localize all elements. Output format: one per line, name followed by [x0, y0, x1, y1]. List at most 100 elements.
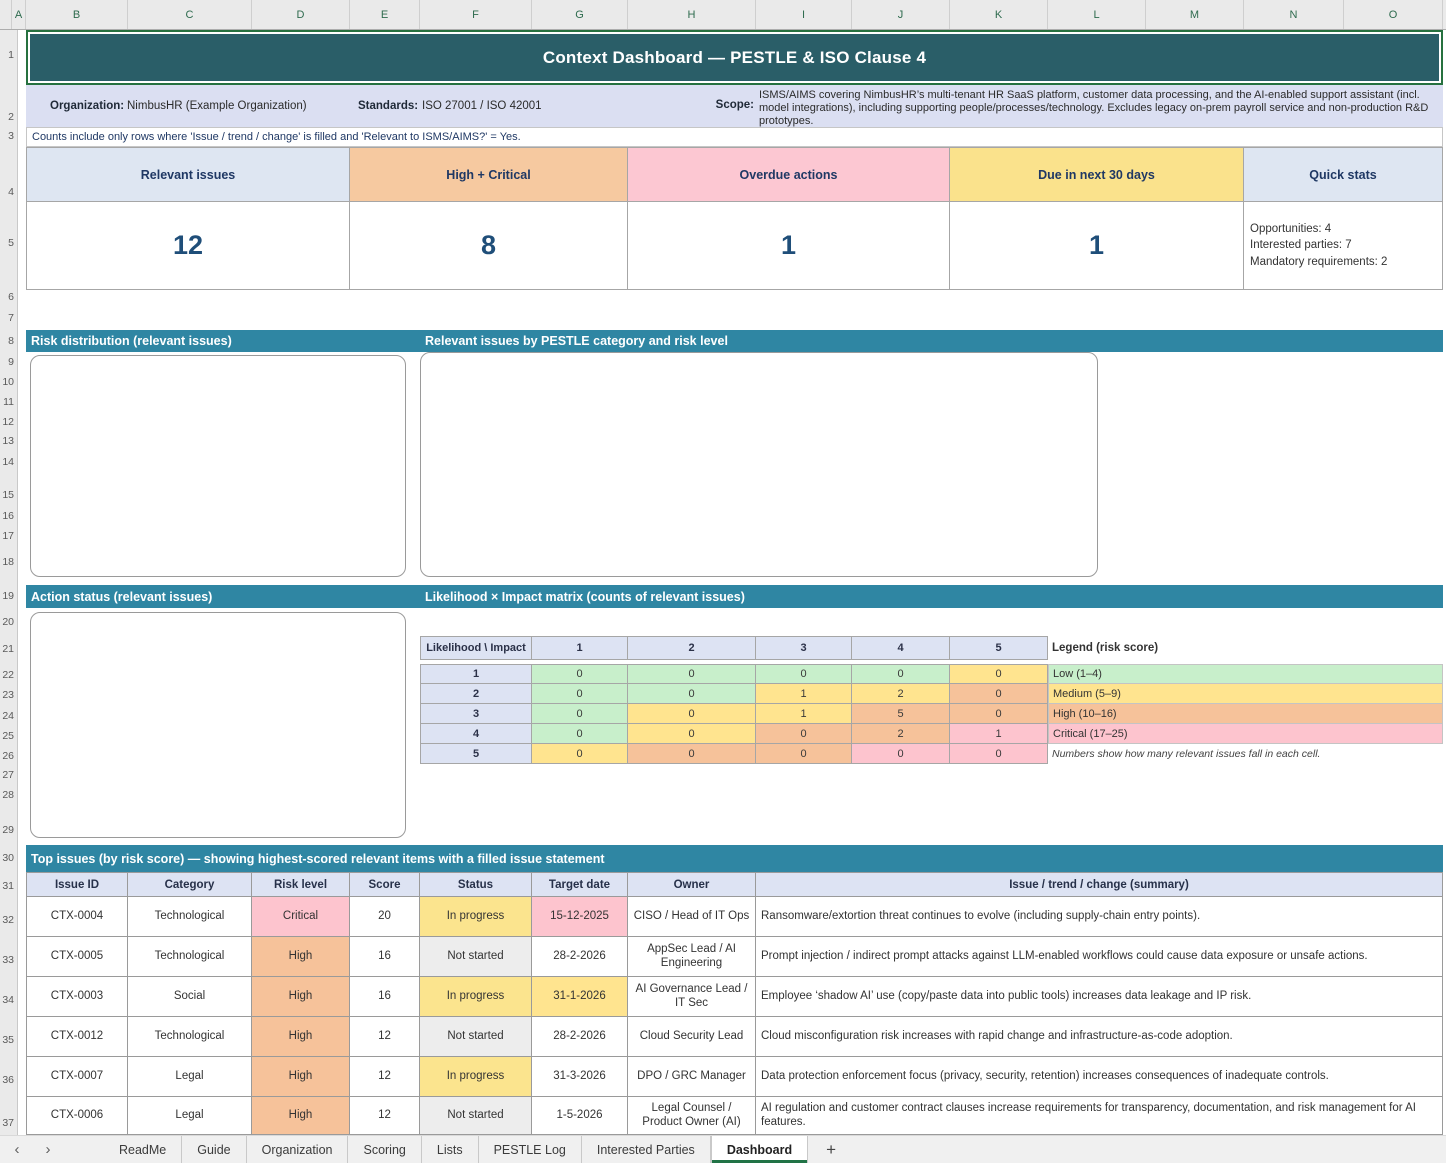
owner-cell[interactable]: AppSec Lead / AI Engineering: [628, 937, 756, 977]
owner-cell[interactable]: Legal Counsel / Product Owner (AI): [628, 1097, 756, 1135]
matrix-cell-l2-i2[interactable]: 0: [628, 684, 756, 704]
legend-item-orange[interactable]: High (10–16): [1048, 704, 1443, 724]
matrix-cell-l1-i3[interactable]: 0: [756, 664, 852, 684]
row-header-22[interactable]: 22: [2, 669, 14, 681]
row-header-2[interactable]: 2: [8, 111, 14, 123]
row-header-5[interactable]: 5: [8, 237, 14, 249]
issues-col-header-3[interactable]: Risk level: [252, 872, 350, 897]
issues-col-header-2[interactable]: Category: [128, 872, 252, 897]
matrix-corner-cell[interactable]: Likelihood \ Impact: [420, 636, 532, 660]
matrix-cell-l4-i3[interactable]: 0: [756, 724, 852, 744]
matrix-cell-l1-i2[interactable]: 0: [628, 664, 756, 684]
matrix-impact-header-2[interactable]: 2: [628, 636, 756, 660]
score-cell[interactable]: 16: [350, 937, 420, 977]
row-header-24[interactable]: 24: [2, 710, 14, 722]
row-header-6[interactable]: 6: [8, 291, 14, 303]
add-sheet-button[interactable]: +: [826, 1139, 837, 1159]
issue-id-cell[interactable]: CTX-0003: [26, 977, 128, 1017]
matrix-cell-l4-i4[interactable]: 2: [852, 724, 950, 744]
owner-cell[interactable]: DPO / GRC Manager: [628, 1057, 756, 1097]
row-header-8[interactable]: 8: [8, 335, 14, 347]
issues-col-header-5[interactable]: Status: [420, 872, 532, 897]
matrix-cell-l2-i4[interactable]: 2: [852, 684, 950, 704]
category-cell[interactable]: Legal: [128, 1097, 252, 1135]
sheet-tab-scoring[interactable]: Scoring: [348, 1136, 422, 1163]
matrix-cell-l5-i5[interactable]: 0: [950, 744, 1048, 764]
risk-level-cell[interactable]: High: [252, 977, 350, 1017]
issue-summary-cell[interactable]: Prompt injection / indirect prompt attac…: [756, 937, 1443, 977]
risk-level-cell[interactable]: Critical: [252, 897, 350, 937]
row-header-12[interactable]: 12: [2, 416, 14, 428]
row-header-19[interactable]: 19: [2, 590, 14, 602]
matrix-cell-l5-i4[interactable]: 0: [852, 744, 950, 764]
score-cell[interactable]: 16: [350, 977, 420, 1017]
counts-note-row[interactable]: Counts include only rows where 'Issue / …: [26, 127, 1443, 147]
target-date-cell[interactable]: 31-3-2026: [532, 1057, 628, 1097]
matrix-impact-header-1[interactable]: 1: [532, 636, 628, 660]
score-cell[interactable]: 12: [350, 1097, 420, 1135]
row-header-34[interactable]: 34: [2, 994, 14, 1006]
column-header-j[interactable]: J: [852, 0, 950, 29]
kpi-header-4[interactable]: Due in next 30 days: [950, 147, 1244, 202]
column-header-e[interactable]: E: [350, 0, 420, 29]
row-header-18[interactable]: 18: [2, 556, 14, 568]
kpi-value-1[interactable]: 12: [26, 202, 350, 290]
matrix-likelihood-4[interactable]: 4: [420, 724, 532, 744]
target-date-cell[interactable]: 31-1-2026: [532, 977, 628, 1017]
risk-level-cell[interactable]: High: [252, 1097, 350, 1135]
row-header-16[interactable]: 16: [2, 510, 14, 522]
score-cell[interactable]: 12: [350, 1057, 420, 1097]
column-header-d[interactable]: D: [252, 0, 350, 29]
row-header-35[interactable]: 35: [2, 1034, 14, 1046]
row-header-29[interactable]: 29: [2, 824, 14, 836]
row-header-17[interactable]: 17: [2, 530, 14, 542]
row-header-10[interactable]: 10: [2, 376, 14, 388]
issue-summary-cell[interactable]: Data protection enforcement focus (priva…: [756, 1057, 1443, 1097]
issue-summary-cell[interactable]: Ransomware/extortion threat continues to…: [756, 897, 1443, 937]
row-header-11[interactable]: 11: [3, 396, 14, 408]
matrix-cell-l5-i2[interactable]: 0: [628, 744, 756, 764]
row-header-30[interactable]: 30: [2, 852, 14, 864]
row-header-25[interactable]: 25: [2, 730, 14, 742]
column-header-l[interactable]: L: [1048, 0, 1146, 29]
matrix-impact-header-4[interactable]: 4: [852, 636, 950, 660]
row-header-3[interactable]: 3: [8, 130, 14, 142]
matrix-cell-l3-i3[interactable]: 1: [756, 704, 852, 724]
row-header-21[interactable]: 21: [2, 643, 14, 655]
matrix-cell-l4-i5[interactable]: 1: [950, 724, 1048, 744]
issues-col-header-6[interactable]: Target date: [532, 872, 628, 897]
row-header-31[interactable]: 31: [2, 880, 14, 892]
score-cell[interactable]: 12: [350, 1017, 420, 1057]
risk-level-cell[interactable]: High: [252, 937, 350, 977]
row-header-20[interactable]: 20: [2, 616, 14, 628]
owner-cell[interactable]: AI Governance Lead / IT Sec: [628, 977, 756, 1017]
pestle-category-chart[interactable]: [420, 352, 1098, 577]
issue-id-cell[interactable]: CTX-0004: [26, 897, 128, 937]
dashboard-title-cell[interactable]: Context Dashboard — PESTLE & ISO Clause …: [26, 30, 1443, 85]
issue-summary-cell[interactable]: AI regulation and customer contract clau…: [756, 1097, 1443, 1135]
sheet-tab-dashboard[interactable]: Dashboard: [710, 1136, 809, 1163]
matrix-likelihood-1[interactable]: 1: [420, 664, 532, 684]
row-header-9[interactable]: 9: [8, 356, 14, 368]
next-sheet-icon[interactable]: ›: [45, 1141, 51, 1158]
kpi-header-2[interactable]: High + Critical: [350, 147, 628, 202]
row-header-4[interactable]: 4: [8, 186, 14, 198]
matrix-cell-l1-i1[interactable]: 0: [532, 664, 628, 684]
target-date-cell[interactable]: 28-2-2026: [532, 937, 628, 977]
category-cell[interactable]: Technological: [128, 897, 252, 937]
kpi-value-2[interactable]: 8: [350, 202, 628, 290]
matrix-cell-l1-i4[interactable]: 0: [852, 664, 950, 684]
kpi-header-3[interactable]: Overdue actions: [628, 147, 950, 202]
matrix-cell-l4-i1[interactable]: 0: [532, 724, 628, 744]
risk-level-cell[interactable]: High: [252, 1057, 350, 1097]
issue-summary-cell[interactable]: Cloud misconfiguration risk increases wi…: [756, 1017, 1443, 1057]
action-status-chart[interactable]: [30, 612, 406, 838]
matrix-cell-l2-i1[interactable]: 0: [532, 684, 628, 704]
matrix-cell-l3-i2[interactable]: 0: [628, 704, 756, 724]
legend-item-green[interactable]: Low (1–4): [1048, 664, 1443, 684]
column-header-m[interactable]: M: [1146, 0, 1244, 29]
matrix-cell-l2-i3[interactable]: 1: [756, 684, 852, 704]
issue-id-cell[interactable]: CTX-0007: [26, 1057, 128, 1097]
legend-item-yellow[interactable]: Medium (5–9): [1048, 684, 1443, 704]
issues-col-header-8[interactable]: Issue / trend / change (summary): [756, 872, 1443, 897]
